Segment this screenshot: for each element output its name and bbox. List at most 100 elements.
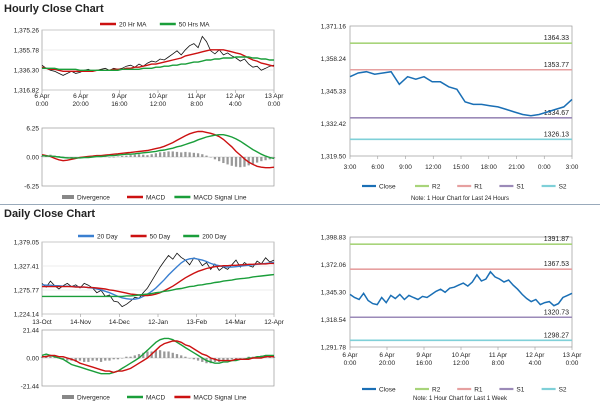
hourly-macd-divergence-bar	[209, 157, 212, 158]
daily-week-legend-label: Close	[379, 387, 396, 394]
hourly-macd-divergence-bar	[137, 154, 141, 157]
daily-week-level-label: 1298.27	[544, 332, 569, 339]
hourly-price-xtick-label: 10 Apr	[149, 93, 169, 100]
hourly-macd-divergence-bar	[116, 156, 120, 158]
daily-macd-divergence-bar	[154, 350, 158, 358]
daily-price-legend-label: 20 Day	[97, 234, 118, 241]
hourly-macd-legend-label: Divergence	[77, 195, 110, 202]
daily-macd-divergence-bar	[192, 358, 195, 360]
hourly-macd-divergence-bar	[167, 151, 170, 157]
daily-macd-divergence-bar	[196, 358, 200, 361]
daily-macd-legend-label: MACD Signal Line	[193, 395, 246, 402]
daily-week-xtick-label: 4:00	[529, 360, 542, 367]
daily-macd-divergence-bar	[137, 354, 141, 358]
daily-macd-divergence-bar	[108, 358, 111, 361]
hourly-price-xtick-label: 0:00	[268, 101, 281, 108]
daily-macd-divergence-bar	[184, 356, 187, 358]
hourly-macd-divergence-bar	[125, 155, 128, 157]
section-divider	[0, 204, 600, 205]
daily-macd-divergence-bar	[243, 358, 246, 359]
hourly-price-xtick-label: 6 Apr	[34, 93, 50, 100]
daily-price-series-close	[41, 252, 275, 308]
hourly-macd-divergence-bar	[230, 157, 233, 166]
daily-week-ytick-label: 1,318.54	[321, 317, 347, 324]
daily-week-note: Note: 1 Hour Chart for Last 1 Week	[413, 396, 508, 402]
daily-week-level-label: 1320.73	[544, 309, 569, 316]
hourly-24h-xtick-label: 9:00	[399, 164, 412, 171]
hourly-section-title: Hourly Close Chart	[4, 3, 104, 15]
hourly-macd-divergence-bar	[218, 157, 221, 162]
daily-week-xtick-label: 9 Apr	[416, 352, 432, 359]
daily-macd-divergence-bar	[146, 351, 149, 358]
daily-week-xtick-label: 6 Apr	[379, 352, 395, 359]
hourly-macd-divergence-bar	[108, 157, 111, 158]
daily-price-plot-frame	[41, 241, 275, 315]
hourly-price-xtick-label: 16:00	[111, 101, 128, 108]
daily-week-xtick-label: 8:00	[492, 360, 505, 367]
daily-price-xtick-label: 13-Feb	[186, 319, 207, 326]
daily-macd-ytick-label: 0.00	[26, 356, 39, 363]
daily-week-series-close	[349, 270, 573, 307]
hourly-24h-xtick-label: 3:00	[566, 164, 579, 171]
daily-macd-divergence-bar	[226, 358, 229, 361]
hourly-price-ytick-label: 1,355.78	[14, 48, 40, 55]
hourly-macd-legend-swatch	[62, 195, 74, 199]
hourly-macd-divergence-bar	[260, 157, 263, 162]
daily-macd-divergence-bar	[78, 358, 82, 361]
daily-macd-divergence-bar	[99, 358, 103, 362]
hourly-macd-legend-label: MACD	[146, 195, 165, 202]
hourly-macd-divergence-bar	[239, 157, 242, 168]
hourly-24h-xtick-label: 21:00	[508, 164, 525, 171]
hourly-24h-note: Note: 1 Hour Chart for Last 24 Hours	[411, 196, 509, 202]
hourly-macd-ytick-label: 6.25	[26, 126, 39, 133]
daily-macd-series-macd-signal-line	[42, 340, 274, 374]
hourly-24h-legend-label: R2	[432, 184, 441, 191]
daily-macd-divergence-bar	[222, 358, 225, 361]
daily-week-level-label: 1391.87	[544, 236, 569, 243]
hourly-price-series-20-hr-ma	[41, 49, 275, 73]
daily-week-legend-label: R1	[474, 387, 483, 394]
hourly-24h-series-close	[349, 70, 573, 117]
daily-week-xtick-label: 6 Apr	[342, 352, 358, 359]
daily-macd-divergence-bar	[104, 358, 107, 361]
daily-macd-divergence-bar	[230, 358, 233, 360]
hourly-macd-divergence-bar	[226, 157, 229, 165]
hourly-24h-level-label: 1334.67	[544, 110, 569, 117]
daily-week-xtick-label: 13 Apr	[563, 352, 583, 359]
hourly-macd-divergence-bar	[251, 157, 255, 164]
daily-week-legend-label: S2	[559, 387, 567, 394]
daily-week-xtick-label: 20:00	[379, 360, 396, 367]
hourly-price-xtick-label: 0:00	[36, 101, 49, 108]
hourly-24h-legend-label: R1	[474, 184, 483, 191]
daily-price-xtick-label: 14-Dec	[109, 319, 131, 326]
daily-macd-divergence-bar	[95, 358, 98, 361]
daily-week-xtick-label: 11 Apr	[489, 352, 508, 359]
hourly-macd-divergence-bar	[192, 152, 195, 157]
daily-macd-divergence-bar	[87, 358, 90, 362]
hourly-macd-legend-label: MACD Signal Line	[193, 195, 246, 202]
daily-price-ytick-label: 1,327.41	[14, 264, 40, 271]
hourly-price-xtick-label: 8:00	[190, 101, 203, 108]
hourly-24h-xtick-label: 0:00	[538, 164, 551, 171]
daily-macd-divergence-bar	[129, 356, 132, 358]
hourly-macd-ytick-label: 0.00	[26, 155, 39, 162]
daily-week-ytick-label: 1,398.83	[321, 235, 347, 242]
hourly-24h-plot-frame	[349, 25, 573, 157]
daily-macd-divergence-bar	[133, 355, 136, 358]
daily-week-xtick-label: 0:00	[566, 360, 579, 367]
daily-week-level-label: 1367.53	[544, 261, 569, 268]
hourly-macd-divergence-bar	[112, 157, 115, 158]
daily-macd-divergence-bar	[125, 356, 128, 358]
daily-week-ytick-label: 1,291.78	[321, 345, 347, 352]
hourly-price-xtick-label: 12 Apr	[226, 93, 246, 100]
hourly-macd-divergence-bar	[222, 157, 225, 164]
daily-macd-divergence-bar	[112, 358, 115, 360]
hourly-24h-ytick-label: 1,319.50	[321, 154, 347, 161]
hourly-macd-divergence-bar	[243, 157, 246, 167]
hourly-24h-ytick-label: 1,332.42	[321, 121, 347, 128]
hourly-macd-divergence-bar	[175, 151, 179, 157]
daily-macd-divergence-bar	[91, 358, 94, 361]
hourly-macd-divergence-bar	[146, 155, 149, 157]
daily-macd-ytick-label: -21.44	[21, 384, 40, 391]
